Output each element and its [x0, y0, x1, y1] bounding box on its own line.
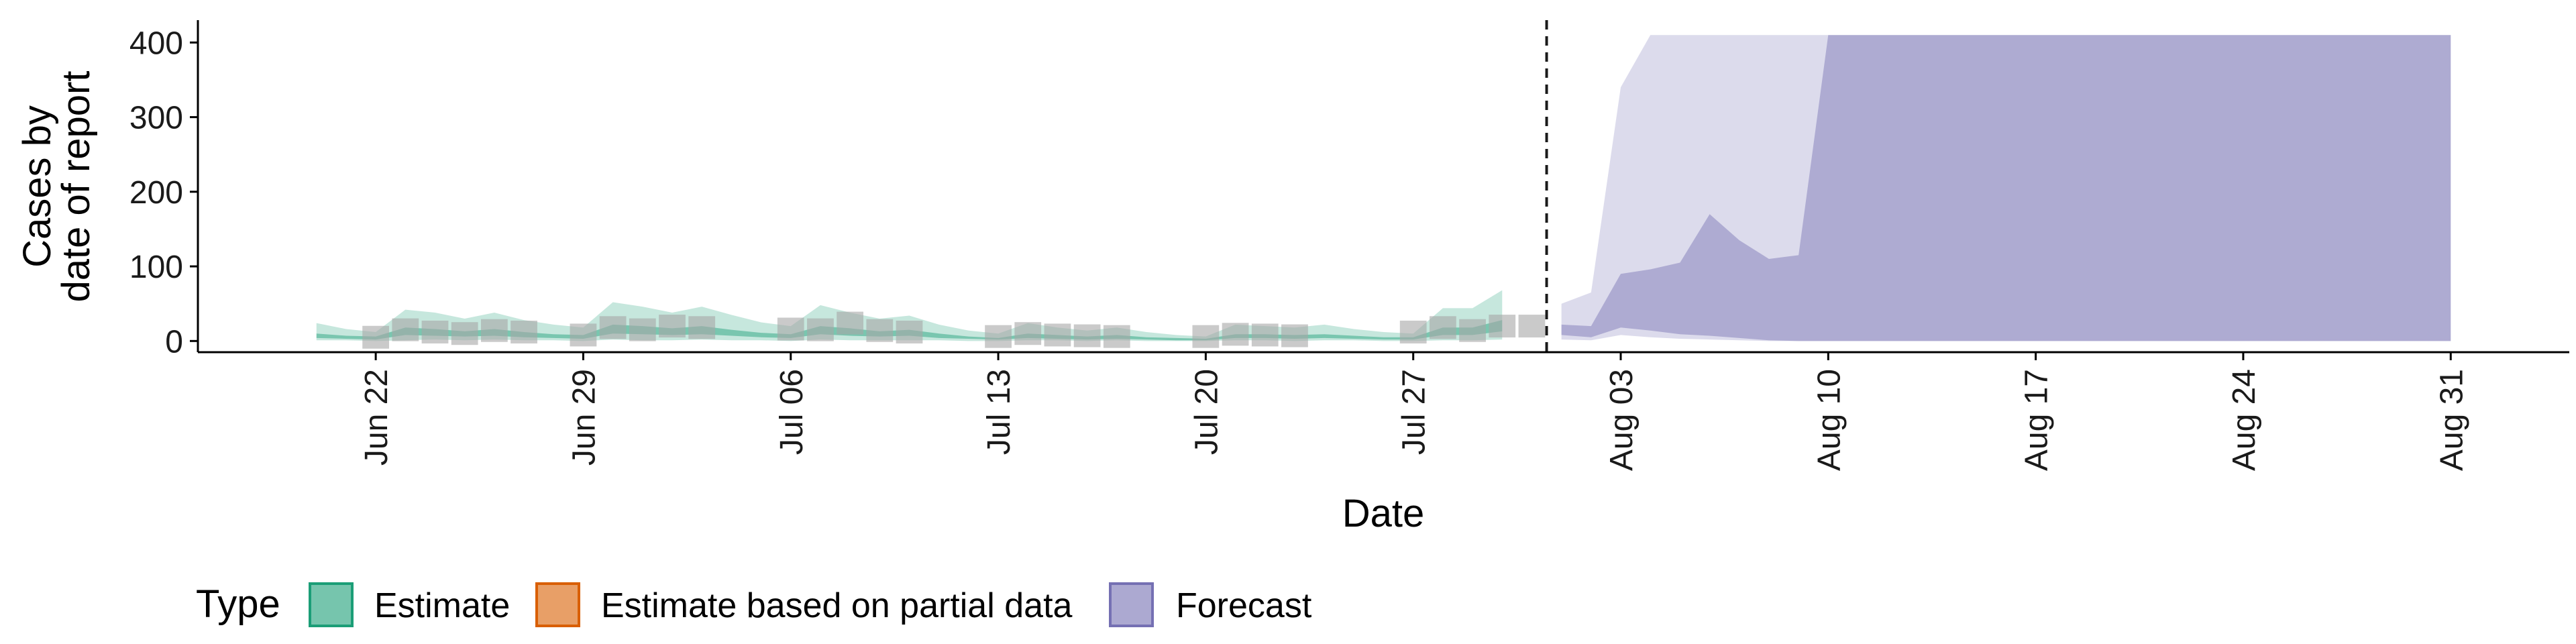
y-axis-title-line-2: date of report	[54, 71, 98, 303]
y-tick-label: 100	[129, 250, 183, 285]
y-tick-label: 200	[129, 175, 183, 211]
plot-area	[316, 20, 2451, 352]
reported-cases-point	[1073, 324, 1101, 347]
reported-cases-point	[866, 319, 894, 342]
x-tick-label: Jul 20	[1189, 369, 1224, 455]
y-axis-title: Cases by date of report	[15, 71, 98, 303]
reported-cases-point	[896, 320, 923, 343]
bands-layer	[316, 35, 2451, 341]
y-tick-label: 0	[165, 324, 183, 360]
forecast-outer-band	[1561, 35, 2451, 341]
legend-item-estimate: Estimate	[309, 582, 510, 627]
x-tick-label: Jul 06	[774, 369, 810, 455]
reported-cases-point	[451, 322, 478, 345]
reported-cases-point	[480, 319, 508, 342]
reported-cases-point	[1281, 324, 1308, 347]
reported-cases-point	[1103, 325, 1130, 348]
reported-cases-layer	[362, 311, 1546, 349]
reported-cases-point	[570, 323, 597, 347]
reported-cases-point	[421, 320, 449, 343]
reported-cases-point	[511, 320, 537, 343]
reported-cases-point	[1251, 323, 1279, 347]
x-tick-label: Jul 27	[1397, 369, 1432, 455]
y-axis-title-line-1: Cases by	[15, 105, 59, 268]
reported-cases-point	[985, 325, 1012, 348]
y-tick-label: 300	[129, 101, 183, 136]
reported-cases-point	[1044, 323, 1071, 347]
reported-cases-point	[1192, 325, 1220, 348]
reported-cases-point	[629, 318, 656, 341]
x-tick-label: Aug 17	[2019, 369, 2055, 471]
reported-cases-point	[1489, 315, 1516, 338]
reported-cases-point	[1459, 319, 1486, 342]
legend-key-partial	[535, 582, 580, 627]
reported-cases-point	[688, 316, 716, 339]
x-tick-label: Aug 31	[2434, 369, 2469, 471]
legend-key-estimate	[309, 582, 354, 627]
reported-cases-point	[599, 316, 627, 339]
legend-label-forecast: Forecast	[1176, 586, 1312, 625]
legend-key-forecast	[1109, 582, 1154, 627]
x-tick-label: Jun 29	[566, 369, 602, 466]
x-axis-title: Date	[1342, 492, 1425, 535]
reported-cases-point	[1014, 322, 1042, 345]
reported-cases-point	[837, 311, 864, 335]
reported-cases-point	[1429, 316, 1456, 339]
x-tick-label: Aug 10	[1811, 369, 1847, 471]
forecast-inner-band	[1561, 35, 2451, 341]
x-tick-label: Jul 13	[981, 369, 1017, 455]
x-tick-label: Jun 22	[359, 369, 394, 466]
y-tick-label: 400	[129, 25, 183, 61]
reported-cases-point	[807, 318, 834, 341]
reported-cases-point	[777, 317, 804, 341]
legend-item-partial: Estimate based on partial data	[535, 582, 1073, 627]
x-tick-label: Aug 24	[2226, 369, 2262, 471]
legend-label-estimate: Estimate	[374, 586, 510, 625]
x-tick-label: Aug 03	[1604, 369, 1640, 471]
y-ticks: 0 100 200 300 400	[129, 25, 198, 360]
legend-label-partial: Estimate based on partial data	[601, 586, 1073, 625]
legend: Type Estimate Estimate based on partial …	[196, 582, 1312, 627]
reported-cases-point	[392, 318, 419, 341]
reported-cases-point	[1222, 323, 1249, 346]
reported-cases-point	[1518, 315, 1546, 338]
legend-title: Type	[196, 582, 280, 626]
x-ticks: Jun 22 Jun 29 Jul 06 Jul 13 Jul 20 Jul 27 Aug …	[359, 352, 2469, 471]
reported-cases-point	[362, 325, 390, 349]
reported-cases-point	[659, 315, 686, 338]
reported-cases-point	[1399, 320, 1427, 343]
legend-item-forecast: Forecast	[1109, 582, 1312, 627]
